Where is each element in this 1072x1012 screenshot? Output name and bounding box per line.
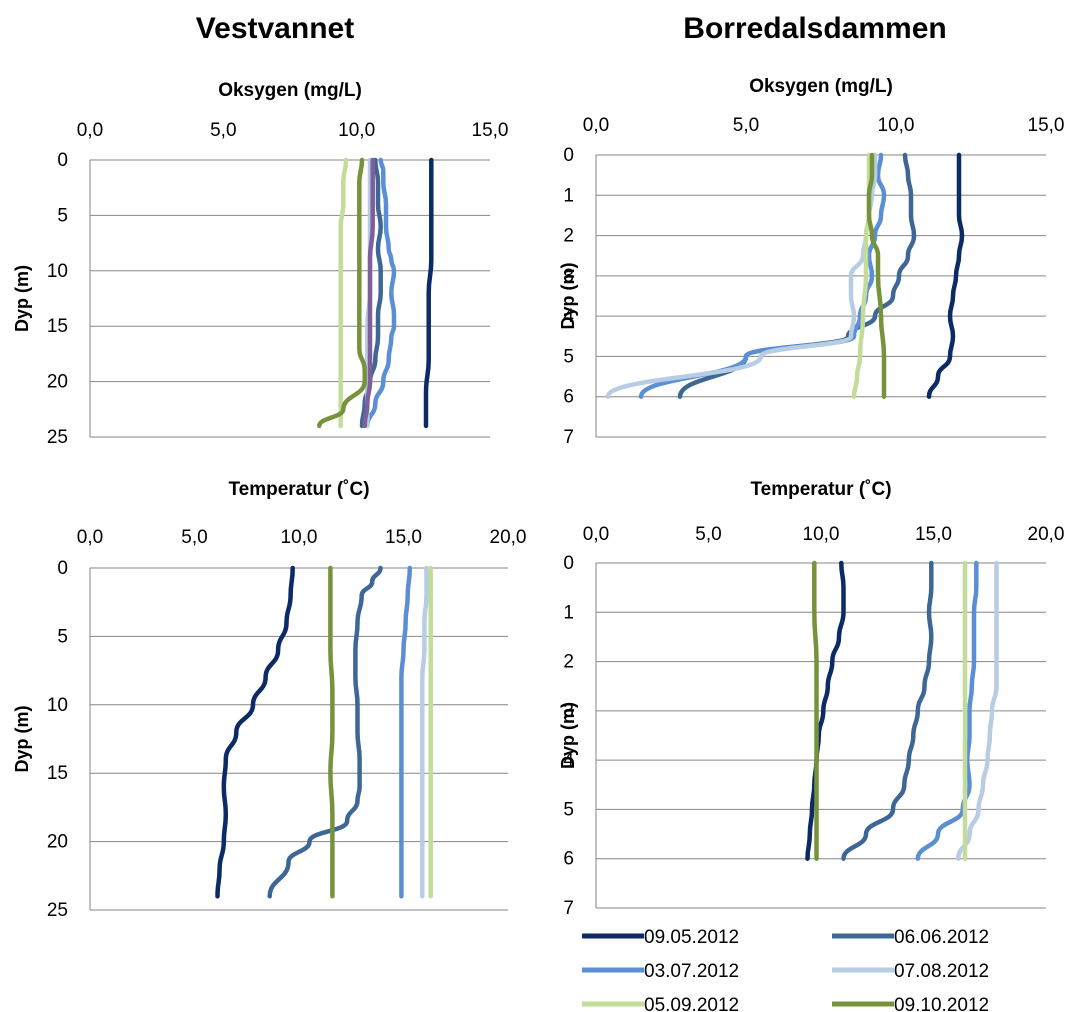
series-line-03.07.2012 [365, 157, 397, 429]
chart-title: Oksygen (mg/L) [218, 80, 362, 101]
series-line-07.08.2012 [420, 565, 429, 899]
chart-title: Oksygen (mg/L) [749, 76, 893, 97]
x-tick-label: 10,0 [281, 527, 318, 548]
y-tick-label: 15 [47, 763, 68, 784]
series-line-07.08.2012 [956, 560, 999, 861]
y-tick-label: 6 [563, 387, 574, 408]
y-axis-label: Dyp (m) [558, 262, 578, 329]
y-tick-label: 2 [563, 652, 574, 673]
x-tick-label: 5,0 [733, 115, 759, 136]
y-axis-label: Dyp (m) [558, 702, 578, 769]
x-tick-label: 0,0 [583, 524, 609, 545]
x-tick-label: 10,0 [803, 524, 840, 545]
series-line-09.10.2012 [317, 157, 367, 429]
y-axis-label: Dyp (m) [12, 705, 32, 772]
lake-title-vestvannet: Vestvannet [196, 12, 354, 45]
series-line-09.10.2012 [866, 152, 887, 399]
series-line-09.10.2012 [812, 560, 819, 861]
legend-label: 09.10.2012 [894, 995, 989, 1012]
x-tick-label: 10,0 [878, 115, 915, 136]
y-tick-label: 2 [563, 226, 574, 247]
chart-v-temp: Temperatur (˚C) 0 5 10 15 20 25 0,0 5,0 10,0 15,0 2… [12, 479, 526, 921]
x-tick-label: 5,0 [695, 524, 721, 545]
y-tick-label: 20 [47, 372, 68, 393]
y-tick-label: 0 [563, 145, 574, 166]
y-tick-label: 1 [563, 602, 574, 623]
chart-b-temp: Temperatur (˚C) 0 1 2 3 4 5 6 7 0,0 5,0 10,0 15,0 20,… [558, 479, 1064, 919]
y-tick-label: 1 [563, 185, 574, 206]
x-tick-label: 15,0 [472, 120, 509, 141]
series-line-03.07.2012 [399, 565, 413, 899]
y-tick-label: 7 [563, 898, 574, 919]
y-tick-label: 10 [47, 695, 68, 716]
y-tick-label: 5 [563, 799, 574, 820]
x-tick-label: 10,0 [338, 120, 375, 141]
y-tick-label: 5 [563, 346, 574, 367]
x-tick-label: 20,0 [490, 527, 527, 548]
x-tick-label: 20,0 [1028, 524, 1065, 545]
chart-title: Temperatur (˚C) [750, 479, 891, 500]
series-line-07.08.2012 [605, 152, 878, 399]
y-tick-label: 5 [57, 626, 68, 647]
x-tick-label: 0,0 [583, 115, 609, 136]
legend-label: 05.09.2012 [644, 995, 739, 1012]
y-tick-label: 20 [47, 832, 68, 853]
x-tick-label: 5,0 [181, 527, 207, 548]
x-tick-label: 0,0 [77, 120, 103, 141]
legend-label: 07.08.2012 [894, 961, 989, 982]
x-tick-label: 5,0 [210, 120, 236, 141]
y-tick-label: 6 [563, 849, 574, 870]
y-tick-label: 5 [57, 205, 68, 226]
legend-label: 03.07.2012 [644, 961, 739, 982]
legend-label: 06.06.2012 [894, 927, 989, 948]
series-line-05.09.2012 [338, 157, 349, 429]
series-line-09.10.2012 [328, 565, 335, 899]
y-tick-label: 0 [57, 558, 68, 579]
y-tick-label: 7 [563, 427, 574, 448]
series-line-09.05.2012 [926, 152, 965, 399]
y-tick-label: 10 [47, 261, 68, 282]
legend-label: 09.05.2012 [644, 927, 739, 948]
y-tick-label: 3 [563, 266, 574, 287]
y-tick-label: 25 [47, 900, 68, 921]
x-tick-label: 15,0 [385, 527, 422, 548]
series-line [362, 157, 375, 429]
y-tick-label: 15 [47, 316, 68, 337]
y-tick-label: 25 [47, 427, 68, 448]
y-tick-label: 0 [563, 553, 574, 574]
series-line-06.06.2012 [841, 560, 934, 861]
chart-v-oxy: Oksygen (mg/L) 0 5 10 15 20 25 0,0 5,0 10,0 15,0 Dy… [12, 80, 508, 448]
series-line-09.05.2012 [215, 565, 295, 899]
series-line-09.05.2012 [805, 560, 846, 861]
x-tick-label: 0,0 [77, 527, 103, 548]
y-axis-label: Dyp (m) [12, 265, 32, 332]
x-tick-label: 15,0 [915, 524, 952, 545]
legend: 09.05.2012 06.06.2012 03.07.2012 07.08.2012… [582, 927, 989, 1012]
y-tick-label: 0 [57, 150, 68, 171]
chart-title: Temperatur (˚C) [228, 479, 369, 500]
series-line-09.05.2012 [423, 157, 434, 429]
lake-title-borredalsdammen: Borredalsdammen [683, 12, 946, 45]
series-line-06.06.2012 [267, 565, 383, 899]
y-tick-label: 4 [563, 750, 574, 771]
y-tick-label: 3 [563, 701, 574, 722]
x-tick-label: 15,0 [1028, 115, 1065, 136]
y-tick-label: 4 [563, 306, 574, 327]
chart-b-oxy: Oksygen (mg/L) 0 1 2 3 4 5 6 7 0,0 5,0 10,0 15,0 Dyp … [558, 76, 1064, 448]
